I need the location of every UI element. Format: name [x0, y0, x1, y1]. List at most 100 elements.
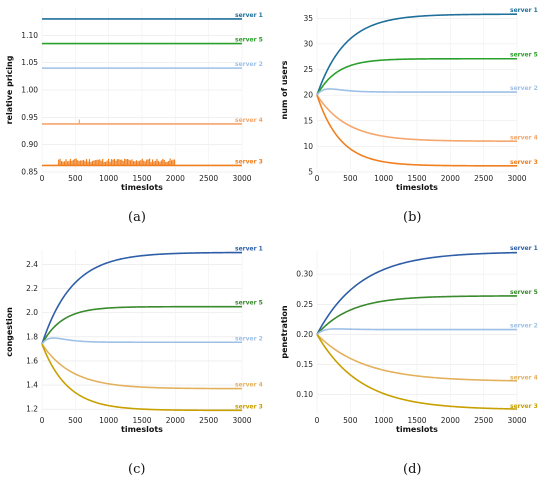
y-tick-label: 2.2 — [26, 284, 38, 293]
x-tick-label: 1000 — [374, 416, 393, 425]
x-tick-label: 0 — [315, 416, 320, 425]
x-tick-label: 3000 — [507, 416, 526, 425]
series-label: server 1 — [510, 245, 538, 252]
series-line — [316, 13, 518, 96]
x-tick-label: 500 — [68, 416, 83, 425]
series-line — [316, 88, 517, 96]
series-line — [316, 334, 518, 410]
series-label: server 4 — [510, 134, 538, 141]
series-label: server 3 — [510, 159, 538, 166]
x-axis-label: timeslots — [396, 183, 438, 192]
x-tick-label: 1500 — [132, 416, 151, 425]
x-axis-label: timeslots — [121, 183, 163, 192]
series-label: server 3 — [235, 158, 263, 165]
series-line — [316, 295, 517, 335]
x-tick-label: 2000 — [441, 416, 460, 425]
x-tick-label: 1000 — [99, 174, 118, 183]
series-line — [41, 343, 242, 390]
y-tick-label: 0.10 — [296, 390, 313, 399]
x-tick-label: 0 — [40, 416, 45, 425]
y-axis-label: relative pricing — [5, 55, 14, 124]
series-label: server 4 — [235, 117, 263, 124]
series-label: server 1 — [510, 7, 538, 14]
y-tick-label: 1.00 — [21, 86, 38, 95]
y-tick-label: 1.10 — [21, 31, 38, 40]
x-tick-label: 0 — [40, 174, 45, 183]
caption-c: (c) — [128, 462, 146, 477]
y-tick-label: 1.8 — [26, 332, 38, 341]
y-tick-label: 10 — [303, 142, 313, 151]
y-tick-label: 0.90 — [21, 140, 38, 149]
series-label: server 2 — [235, 335, 263, 342]
y-tick-label: 1.05 — [21, 58, 38, 67]
x-tick-label: 2000 — [166, 416, 185, 425]
series-label: server 4 — [235, 382, 263, 389]
series-label: server 4 — [510, 374, 538, 381]
panel-b: 5 10 15 20 25 30 35 0 500 1000 1500 2000 2500 3000 tim… — [275, 0, 550, 242]
x-axis-label: timeslots — [121, 425, 163, 434]
y-tick-label: 1.2 — [26, 405, 38, 414]
x-tick-label: 1000 — [374, 174, 393, 183]
x-tick-label: 2500 — [199, 174, 218, 183]
caption-d: (d) — [403, 462, 422, 477]
y-tick-label: 1.4 — [26, 381, 38, 390]
x-axis-label: timeslots — [396, 425, 438, 434]
chart-a: 0.85 0.90 0.95 1.00 1.05 1.10 0 500 1000 1500 2000… — [5, 8, 263, 192]
series-label: server 5 — [235, 300, 263, 307]
x-tick-label: 2500 — [199, 416, 218, 425]
x-tick-label: 2500 — [474, 416, 493, 425]
y-tick-label: 20 — [303, 91, 313, 100]
x-tick-label: 0 — [315, 174, 320, 183]
x-tick-label: 1500 — [132, 174, 151, 183]
y-tick-label: 0.15 — [296, 360, 313, 369]
series-label: server 5 — [510, 52, 538, 59]
x-tick-label: 2500 — [474, 174, 493, 183]
y-tick-label: 30 — [303, 39, 313, 48]
series-label: server 1 — [235, 245, 263, 252]
y-axis-label: penetration — [280, 305, 289, 359]
y-tick-label: 1.6 — [26, 356, 38, 365]
chart-c: 1.2 1.4 1.6 1.8 2.0 2.2 2.4 0 500 1000 1500 2000 250… — [5, 245, 263, 434]
x-tick-label: 1500 — [407, 174, 426, 183]
x-tick-label: 3000 — [232, 416, 251, 425]
series-line — [41, 305, 242, 345]
series-line — [316, 57, 517, 96]
y-tick-label: 0.20 — [296, 330, 313, 339]
panel-c: 1.2 1.4 1.6 1.8 2.0 2.2 2.4 0 500 1000 1500 2000 250… — [0, 242, 275, 484]
series-label: server 1 — [235, 12, 263, 19]
x-tick-label: 500 — [68, 174, 83, 183]
y-tick-label: 25 — [303, 65, 313, 74]
series-line — [316, 251, 518, 335]
y-tick-label: 0.85 — [21, 168, 38, 177]
series-label: server 3 — [235, 403, 263, 410]
y-tick-label: 2.4 — [26, 260, 38, 269]
series-label: server 2 — [510, 85, 538, 92]
y-axis-label: num of users — [280, 60, 289, 119]
series-label: server 5 — [510, 289, 538, 296]
chart-d: 0.10 0.15 0.20 0.25 0.30 0 500 1000 1500 2000 2500… — [280, 245, 538, 434]
panel-d: 0.10 0.15 0.20 0.25 0.30 0 500 1000 1500 2000 2500… — [275, 242, 550, 484]
series-line — [316, 94, 517, 167]
y-tick-label: 5 — [308, 168, 313, 177]
x-tick-label: 2000 — [441, 174, 460, 183]
series-line — [316, 94, 517, 142]
y-tick-label: 35 — [303, 14, 313, 23]
series-label: server 3 — [510, 403, 538, 410]
y-tick-label: 2.0 — [26, 308, 38, 317]
x-tick-label: 1500 — [407, 416, 426, 425]
caption-b: (b) — [403, 210, 422, 225]
panel-a: 0.85 0.90 0.95 1.00 1.05 1.10 0 500 1000 1500 2000… — [0, 0, 275, 242]
series-label: server 2 — [235, 61, 263, 68]
x-tick-label: 3000 — [507, 174, 526, 183]
y-tick-label: 15 — [303, 116, 313, 125]
series-line — [41, 343, 242, 412]
series-line — [316, 333, 518, 382]
x-tick-label: 3000 — [232, 174, 251, 183]
y-tick-label: 0.25 — [296, 300, 313, 309]
series-line — [41, 337, 242, 345]
series-label: server 5 — [235, 37, 263, 44]
y-tick-label: 0.30 — [296, 270, 313, 279]
y-axis-label: congestion — [5, 307, 14, 357]
chart-b: 5 10 15 20 25 30 35 0 500 1000 1500 2000 2500 3000 tim… — [280, 7, 538, 192]
